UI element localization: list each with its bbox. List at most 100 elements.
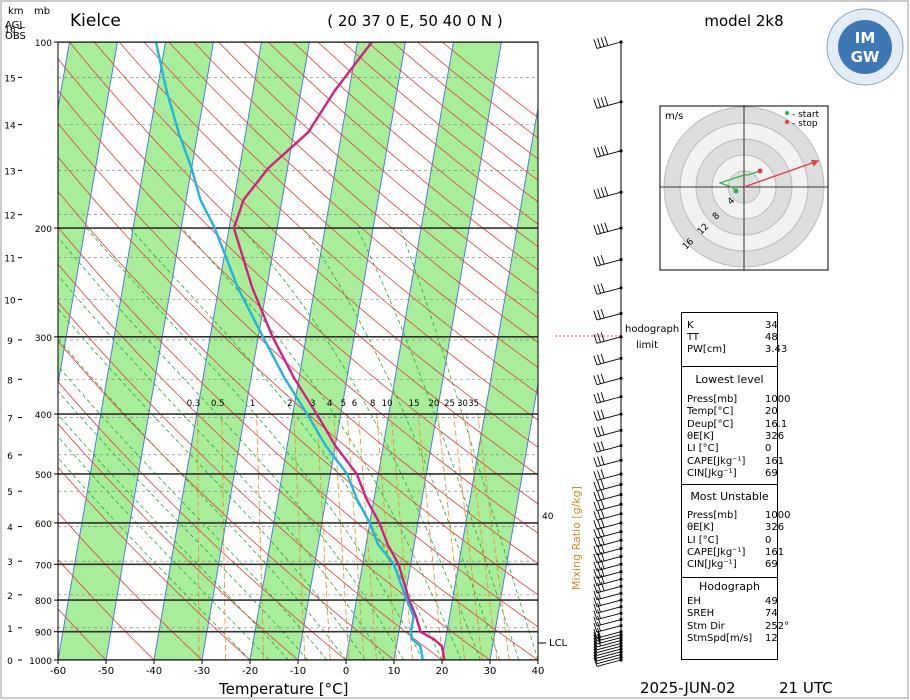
unstable-row: LI [°C] 0 <box>682 535 777 547</box>
wind-barb <box>596 259 622 267</box>
hodo-row: SREH 74 <box>682 608 778 620</box>
wind-barb-feather <box>597 582 601 592</box>
wind-barb-feather <box>600 425 605 435</box>
pressure-tick-label: 400 <box>35 411 52 421</box>
dry-adiabat <box>58 559 155 660</box>
km-tick-label: 14 <box>4 122 16 132</box>
km-tick-label: 2 <box>7 592 13 602</box>
dry-adiabat <box>58 340 395 660</box>
wind-barb <box>596 539 622 548</box>
lowest-value: 326 <box>765 430 785 442</box>
lowest-value: 16.1 <box>765 418 788 430</box>
wind-barb <box>596 648 622 656</box>
dry-adiabat <box>58 608 107 660</box>
wind-barb-feather <box>597 98 601 108</box>
hodograph-stop-marker <box>757 168 763 174</box>
hodo-value: 252° <box>765 620 790 632</box>
wind-barb <box>596 357 622 366</box>
dry-adiabat <box>58 263 491 660</box>
wind-barb <box>596 659 622 667</box>
obs-label: OBS <box>5 31 26 42</box>
isotherm-line <box>249 42 358 660</box>
wind-barb-feather <box>597 441 601 452</box>
dry-adiabat <box>58 226 538 660</box>
wind-barb-feather <box>600 373 605 383</box>
dry-adiabat <box>58 190 538 628</box>
wind-barb-feather <box>593 646 598 656</box>
unstable-value: 1000 <box>765 510 791 521</box>
wind-barb-feather <box>593 610 598 620</box>
wind-barb-feather <box>597 470 601 480</box>
dry-adiabat <box>58 466 251 660</box>
unstable-key: LI [°C] <box>687 534 719 546</box>
mixing-ratio-label: 4 <box>327 399 332 409</box>
wind-barb-feather <box>604 145 609 155</box>
temp-tick-label: -60 <box>50 666 66 677</box>
legend-stop-label: - stop <box>792 119 818 129</box>
wind-barb-feather <box>593 520 598 530</box>
wind-barb-feather <box>600 409 605 419</box>
mb-unit-label: mb <box>34 6 50 17</box>
mixing-ratio-axis-label: Mixing Ratio [g/kg] <box>570 486 583 590</box>
mixing-ratio-label: 10 <box>382 399 393 409</box>
wind-barb <box>596 656 622 665</box>
hodo-value: 49 <box>765 596 778 607</box>
wind-barb-feather <box>604 36 609 46</box>
moist-adiabat <box>86 227 424 660</box>
wind-level-dot <box>619 226 623 230</box>
wind-barb <box>596 494 622 502</box>
temperature-profile <box>232 42 446 660</box>
wind-barb-feather <box>593 457 598 467</box>
wind-barb-feather <box>593 637 598 648</box>
wind-barb-feather <box>600 353 605 363</box>
wind-barb-feather <box>593 616 598 627</box>
mixing-ratio-40-label: 40 <box>542 512 554 522</box>
date-label: 2025-JUN-02 <box>640 679 736 697</box>
wind-barb <box>596 654 622 662</box>
dry-adiabat <box>243 42 538 294</box>
mixing-ratio-label: 0.3 <box>187 399 201 409</box>
wind-barb-feather <box>593 334 598 344</box>
wind-barb-feather <box>593 355 598 365</box>
mixing-ratio-line <box>453 414 483 660</box>
wind-barb <box>596 522 622 530</box>
dry-adiabat <box>168 42 538 369</box>
index-value: 3.43 <box>765 344 788 355</box>
wind-barb-feather <box>593 511 598 521</box>
wind-barb-feather <box>593 411 598 421</box>
hodo-key: EH <box>687 596 701 607</box>
wind-barb-feather <box>597 393 601 403</box>
wind-barb <box>596 503 622 512</box>
unstable-key: CAPE[Jkg⁻¹] <box>687 546 746 558</box>
wind-barb-feather <box>593 597 598 607</box>
dry-adiabat <box>193 42 538 343</box>
hodograph-ring-label: 4 <box>726 196 737 207</box>
index-key: PW[cm] <box>687 344 726 355</box>
lowest-row: Temp[°C] 20 <box>682 406 778 418</box>
lowest-value: 20 <box>765 406 778 418</box>
km-unit-label: km <box>8 6 24 17</box>
temp-tick-label: 10 <box>388 666 401 677</box>
wind-barb-feather <box>600 518 605 528</box>
wind-barb-feather <box>597 224 601 234</box>
lowest-value: 0 <box>765 443 772 455</box>
station-title: Kielce <box>70 11 121 31</box>
lowest-row: CAPE[Jkg⁻¹] 161 <box>682 456 784 468</box>
wind-barb <box>596 191 622 200</box>
wind-barb-feather <box>597 374 601 384</box>
index-key: TT <box>687 332 700 343</box>
wind-barb-feather <box>597 410 601 420</box>
isotherm-line <box>58 42 118 387</box>
legend-stop-dot <box>785 120 789 124</box>
wind-barb-feather <box>597 147 601 157</box>
wind-barb-feather <box>600 441 605 451</box>
wind-barb-feather <box>600 308 605 319</box>
temp-tick-label: 40 <box>532 666 545 677</box>
hodo-key: Stm Dir <box>687 620 725 632</box>
hodograph-stats-title: Hodograph <box>699 580 760 593</box>
mixing-ratio-label: 30 <box>457 399 468 409</box>
wind-barb-feather <box>597 480 601 491</box>
